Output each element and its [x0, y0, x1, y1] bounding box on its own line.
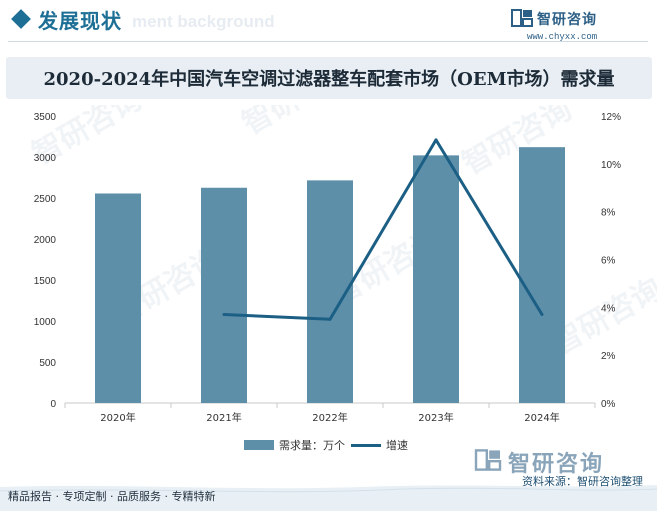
section-header: 发展现状 ment background [0, 0, 657, 44]
y-left-tick-label: 0 [50, 399, 56, 410]
data-source: 资料来源：智研咨询整理 [522, 475, 643, 488]
zhiyan-logo-icon [474, 449, 502, 471]
y-right-tick-label: 12% [601, 112, 621, 123]
growth-point-2021年 [222, 313, 226, 317]
x-tick-label: 2023年 [418, 411, 453, 424]
growth-line [223, 138, 544, 321]
brand-name: 智研咨询 [537, 12, 597, 28]
y-left-tick-label: 2000 [34, 235, 57, 246]
y-right-tick-label: 2% [601, 351, 616, 362]
growth-point-2022年 [328, 317, 332, 321]
diamond-icon [11, 9, 31, 29]
section-title: 发展现状 [38, 9, 122, 33]
x-tick-label: 2020年 [100, 411, 135, 424]
y-left-tick-label: 1000 [34, 317, 57, 328]
x-tick-label: 2022年 [312, 411, 347, 424]
bar-2020年 [95, 193, 141, 403]
y-left-tick-label: 500 [39, 358, 56, 369]
bar-2023年 [413, 155, 459, 403]
chart-title-box: 2020-2024年中国汽车空调过滤器整车配套市场（OEM市场）需求量 [6, 57, 652, 99]
y-right-tick-label: 8% [601, 208, 616, 219]
footer-logo: 智研咨询 [474, 446, 639, 477]
legend-swatch-growth [351, 444, 381, 447]
chart-legend: 需求量：万个 增速 [0, 437, 657, 453]
y-right-tick-label: 6% [601, 256, 616, 267]
y-right-tick-label: 4% [601, 303, 616, 314]
legend-label-growth: 增速 [386, 439, 408, 452]
footer-wave [0, 485, 657, 511]
chart-title: 2020-2024年中国汽车空调过滤器整车配套市场（OEM市场）需求量 [43, 69, 615, 90]
brand-logo: 智研咨询 www.chyxx.com [511, 6, 641, 42]
y-right-tick-label: 0% [601, 399, 616, 410]
y-left-tick-label: 3000 [34, 153, 57, 164]
combo-chart: 智研咨询智研咨询智研咨询智研咨询智研咨询智研咨询0500100015002000… [27, 105, 657, 424]
zhiyan-logo-icon [511, 9, 533, 27]
y-left-tick-label: 3500 [34, 112, 57, 123]
footer-brand-name: 智研咨询 [508, 452, 605, 477]
header-divider [8, 41, 648, 42]
y-left-tick-label: 2500 [34, 194, 57, 205]
watermark-text: 智研咨询 [237, 105, 358, 142]
growth-point-2024年 [540, 313, 544, 317]
x-tick-label: 2024年 [524, 411, 559, 424]
y-right-tick-label: 10% [601, 160, 621, 171]
bar-2024年 [519, 147, 565, 403]
footer-tagline: 精品报告 · 专项定制 · 品质服务 · 专精特新 [8, 490, 216, 503]
brand-url: www.chyxx.com [527, 32, 598, 42]
legend-swatch-demand [244, 440, 274, 450]
x-tick-label: 2021年 [206, 411, 241, 424]
growth-point-2023年 [434, 138, 438, 142]
bar-2021年 [201, 187, 247, 403]
section-subtitle-watermark: ment background [132, 12, 275, 31]
legend-label-demand: 需求量：万个 [279, 439, 345, 452]
y-left-tick-label: 1500 [34, 276, 57, 287]
